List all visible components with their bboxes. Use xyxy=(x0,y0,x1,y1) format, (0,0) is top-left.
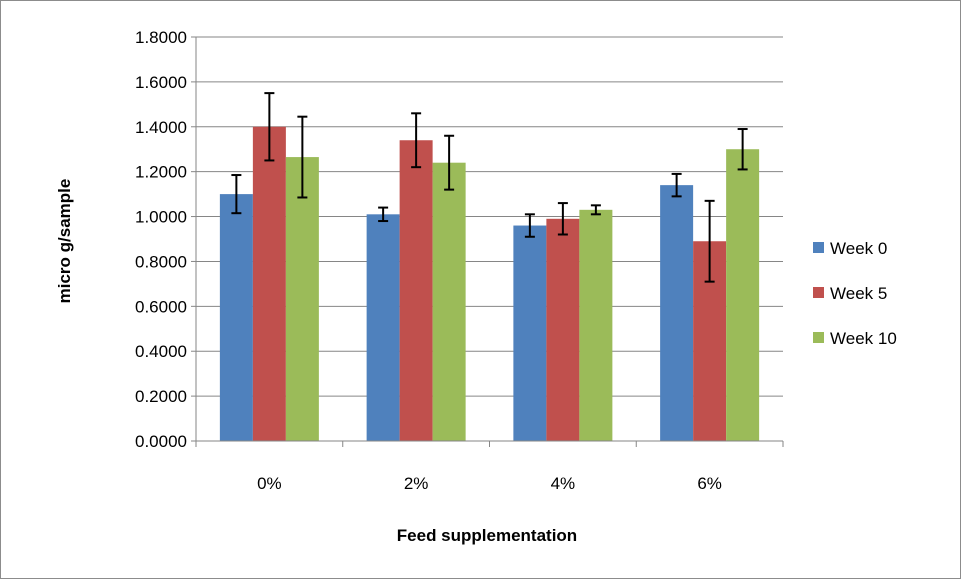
bar-week-0-2 xyxy=(513,225,547,441)
legend-label: Week 5 xyxy=(830,284,887,303)
y-tick-label: 0.4000 xyxy=(135,342,187,361)
error-bars xyxy=(231,92,748,283)
error-bar xyxy=(737,128,748,171)
bars xyxy=(219,126,760,442)
axes xyxy=(191,36,784,447)
error-bar xyxy=(297,115,308,199)
y-tick-label: 1.4000 xyxy=(135,118,187,137)
y-tick-label: 1.8000 xyxy=(135,28,187,47)
x-axis-title: Feed supplementation xyxy=(397,526,577,545)
x-tick-label: 0% xyxy=(257,474,282,493)
bar-week-0-1 xyxy=(366,214,400,441)
bar-week-10-0 xyxy=(285,157,319,442)
tick-labels: 0.0000 0.2000 0.4000 0.6000 0.8000 1.0000 1.20… xyxy=(135,28,722,493)
y-tick-label: 1.0000 xyxy=(135,208,187,227)
y-tick-label: 1.6000 xyxy=(135,73,187,92)
bar-week-10-3 xyxy=(726,149,760,441)
error-bar xyxy=(231,174,242,215)
y-tick-label: 1.2000 xyxy=(135,163,187,182)
legend-label: Week 0 xyxy=(830,239,887,258)
legend-swatch xyxy=(813,287,824,298)
error-bar xyxy=(411,112,422,169)
error-bar xyxy=(590,204,601,216)
x-tick-label: 6% xyxy=(697,474,722,493)
error-bar xyxy=(444,134,455,191)
bar-week-10-2 xyxy=(579,209,613,441)
bar-week-5-0 xyxy=(252,126,286,442)
error-bar xyxy=(264,92,275,162)
legend-swatch xyxy=(813,332,824,343)
bar-week-0-3 xyxy=(660,185,694,441)
error-bar xyxy=(378,206,389,223)
legend: Week 0 Week 5 Week 10 xyxy=(813,239,897,348)
y-tick-label: 0.6000 xyxy=(135,297,187,316)
x-tick-label: 2% xyxy=(404,474,429,493)
y-tick-label: 0.0000 xyxy=(135,432,187,451)
bar-week-5-1 xyxy=(399,140,433,441)
bar-week-10-1 xyxy=(432,162,466,441)
x-tick-label: 4% xyxy=(551,474,576,493)
y-axis-title: micro g/sample xyxy=(55,179,74,304)
error-bar xyxy=(704,199,715,283)
bar-week-5-2 xyxy=(546,218,580,441)
error-bar xyxy=(524,213,535,238)
bar-week-0-0 xyxy=(219,194,253,441)
error-bar xyxy=(557,202,568,236)
legend-label: Week 10 xyxy=(830,329,897,348)
y-tick-label: 0.2000 xyxy=(135,387,187,406)
error-bar xyxy=(671,172,682,198)
y-tick-label: 0.8000 xyxy=(135,252,187,271)
legend-swatch xyxy=(813,242,824,253)
